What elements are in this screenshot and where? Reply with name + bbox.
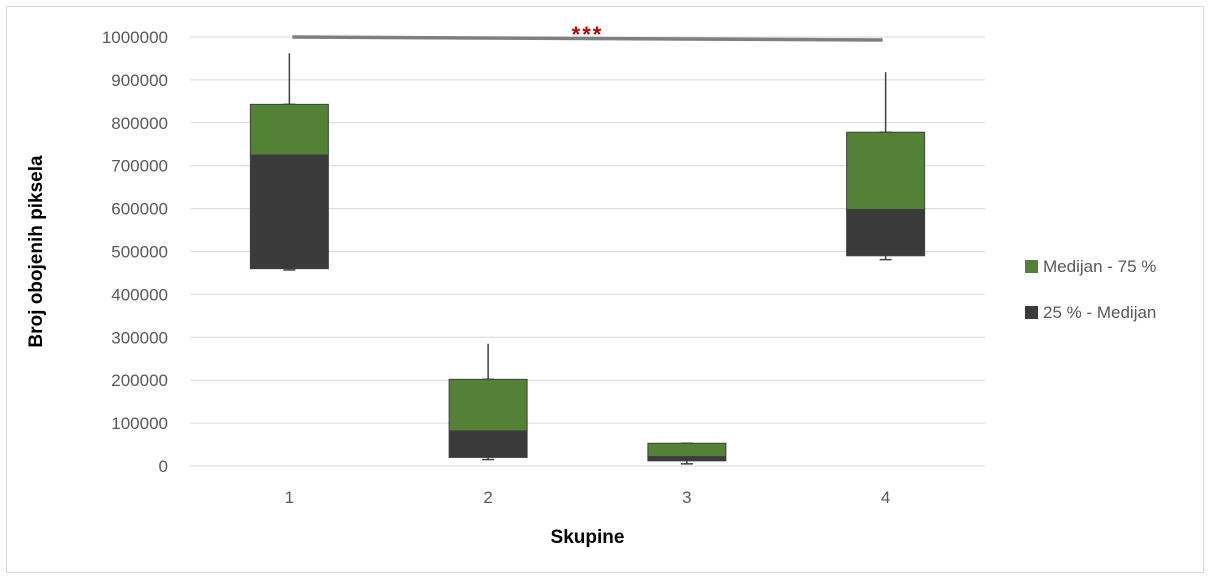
y-tick-label: 800000 xyxy=(111,114,168,133)
box-upper-segment xyxy=(846,131,926,210)
legend-swatch xyxy=(1025,306,1038,319)
y-tick-label: 300000 xyxy=(111,328,168,347)
x-axis-title: Skupine xyxy=(551,527,625,548)
y-tick-label: 100000 xyxy=(111,414,168,433)
y-tick-label: 700000 xyxy=(111,157,168,176)
box-lower-segment xyxy=(249,154,329,270)
legend: Medijan - 75 % 25 % - Medijan xyxy=(1025,257,1156,322)
chart-frame xyxy=(6,6,1204,573)
boxes xyxy=(249,53,926,465)
y-axis-title: Broj obojenih piksela xyxy=(26,155,47,348)
y-axis-ticks: 0 100000 200000 300000 400000 500000 600000 700… xyxy=(102,28,168,476)
y-tick-label: 400000 xyxy=(111,285,168,304)
x-tick-label: 3 xyxy=(682,488,691,507)
x-axis-ticks: 1 2 3 4 xyxy=(285,488,891,507)
box-upper-segment xyxy=(448,378,528,432)
significance-line xyxy=(292,35,883,42)
legend-label: Medijan - 75 % xyxy=(1043,257,1156,276)
legend-label: 25 % - Medijan xyxy=(1043,303,1156,322)
y-tick-label: 500000 xyxy=(111,243,168,262)
box-lower-segment xyxy=(846,208,926,257)
y-tick-label: 0 xyxy=(159,457,168,476)
x-tick-label: 2 xyxy=(483,488,492,507)
legend-swatch xyxy=(1025,260,1038,273)
box-lower-segment xyxy=(448,430,528,458)
significance-marker: *** xyxy=(572,22,604,47)
y-tick-label: 200000 xyxy=(111,371,168,390)
x-tick-label: 4 xyxy=(881,488,890,507)
x-tick-label: 1 xyxy=(285,488,294,507)
box-lower-segment xyxy=(647,456,727,462)
box-upper-segment xyxy=(249,103,329,156)
y-tick-label: 1000000 xyxy=(102,28,168,47)
significance-bracket: *** xyxy=(292,22,883,47)
box-upper-segment xyxy=(647,442,727,458)
y-tick-label: 600000 xyxy=(111,200,168,219)
y-tick-label: 900000 xyxy=(111,71,168,90)
